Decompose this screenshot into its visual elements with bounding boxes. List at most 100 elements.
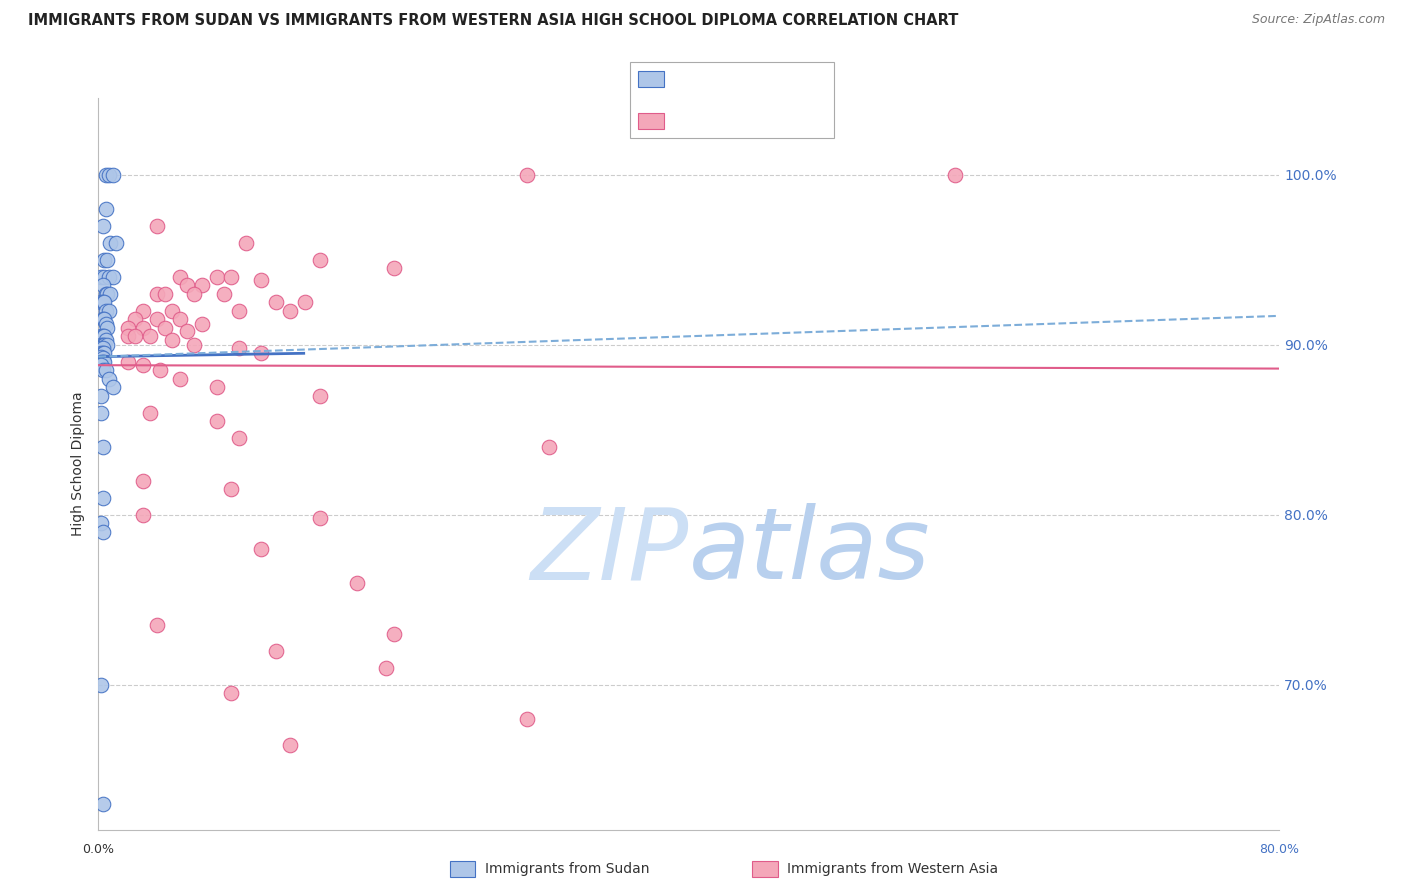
Text: 57: 57 xyxy=(783,72,804,87)
Point xyxy=(91,329,114,343)
Point xyxy=(169,269,191,284)
Point xyxy=(103,380,125,394)
Point xyxy=(228,303,250,318)
Point xyxy=(146,219,169,233)
Point xyxy=(93,329,115,343)
Point xyxy=(146,618,169,632)
Point xyxy=(97,303,120,318)
Point xyxy=(132,320,155,334)
Point xyxy=(309,511,332,525)
Point xyxy=(90,338,112,352)
Point xyxy=(98,235,121,250)
Point xyxy=(91,440,114,454)
Point xyxy=(93,252,115,267)
Point xyxy=(117,355,139,369)
Point xyxy=(264,295,287,310)
Point xyxy=(132,358,155,372)
Point xyxy=(309,389,332,403)
Text: Immigrants from Western Asia: Immigrants from Western Asia xyxy=(787,862,998,876)
Text: IMMIGRANTS FROM SUDAN VS IMMIGRANTS FROM WESTERN ASIA HIGH SCHOOL DIPLOMA CORREL: IMMIGRANTS FROM SUDAN VS IMMIGRANTS FROM… xyxy=(28,13,959,29)
Point xyxy=(176,278,198,293)
Point xyxy=(91,797,114,811)
Point xyxy=(191,318,214,332)
Point xyxy=(91,219,114,233)
Point xyxy=(96,286,118,301)
Point xyxy=(91,278,114,293)
Point xyxy=(139,329,162,343)
Point xyxy=(90,516,112,531)
Point xyxy=(96,320,118,334)
Point xyxy=(219,269,242,284)
Text: 61: 61 xyxy=(783,114,804,128)
Text: -0.003: -0.003 xyxy=(707,114,762,128)
Point xyxy=(93,355,115,369)
Text: ZIP: ZIP xyxy=(530,503,689,600)
Point xyxy=(169,312,191,326)
Point xyxy=(90,678,112,692)
Point xyxy=(382,627,405,641)
Point xyxy=(375,661,398,675)
Point xyxy=(124,329,146,343)
Text: 0.016: 0.016 xyxy=(707,72,755,87)
Point xyxy=(96,252,118,267)
Point xyxy=(91,355,114,369)
Text: 80.0%: 80.0% xyxy=(1260,843,1299,856)
Point xyxy=(176,324,198,338)
Point xyxy=(94,333,117,347)
Text: 0.0%: 0.0% xyxy=(83,843,114,856)
Point xyxy=(94,168,117,182)
Point xyxy=(205,414,228,428)
Point xyxy=(278,303,302,318)
Point xyxy=(515,168,537,182)
Point xyxy=(91,341,114,355)
Point xyxy=(219,483,242,497)
Point xyxy=(153,286,176,301)
Point xyxy=(93,346,115,360)
Point xyxy=(191,278,214,293)
Point xyxy=(91,363,114,377)
Point xyxy=(94,202,117,216)
Point xyxy=(149,363,172,377)
Point xyxy=(250,273,273,287)
Point xyxy=(162,333,183,347)
Point xyxy=(97,372,120,386)
Point xyxy=(250,346,273,360)
Text: Source: ZipAtlas.com: Source: ZipAtlas.com xyxy=(1251,13,1385,27)
Point xyxy=(183,338,205,352)
Point xyxy=(146,286,169,301)
Point xyxy=(309,252,332,267)
Point xyxy=(294,295,316,310)
Point xyxy=(212,286,235,301)
Point xyxy=(228,431,250,445)
Point xyxy=(278,738,302,752)
Point xyxy=(183,286,205,301)
Point xyxy=(90,406,112,420)
Point xyxy=(219,686,242,700)
Point xyxy=(103,269,125,284)
Point xyxy=(90,346,112,360)
Text: N =: N = xyxy=(751,114,780,128)
Point xyxy=(96,338,118,352)
Point xyxy=(90,350,112,364)
Point xyxy=(139,406,162,420)
Text: N =: N = xyxy=(751,72,780,87)
Point xyxy=(91,351,114,366)
Point xyxy=(97,168,120,182)
Point xyxy=(94,318,117,332)
Point xyxy=(90,295,112,310)
Text: R =: R = xyxy=(672,114,700,128)
Point xyxy=(98,286,121,301)
Point xyxy=(93,312,115,326)
Point xyxy=(91,346,114,360)
Point xyxy=(93,338,115,352)
Point xyxy=(117,320,139,334)
Point xyxy=(235,235,257,250)
Point xyxy=(91,338,114,352)
Point xyxy=(91,524,114,539)
Point xyxy=(169,372,191,386)
Point xyxy=(153,320,176,334)
Point xyxy=(205,380,228,394)
Point xyxy=(124,312,146,326)
Point xyxy=(97,269,120,284)
Point xyxy=(90,341,112,355)
